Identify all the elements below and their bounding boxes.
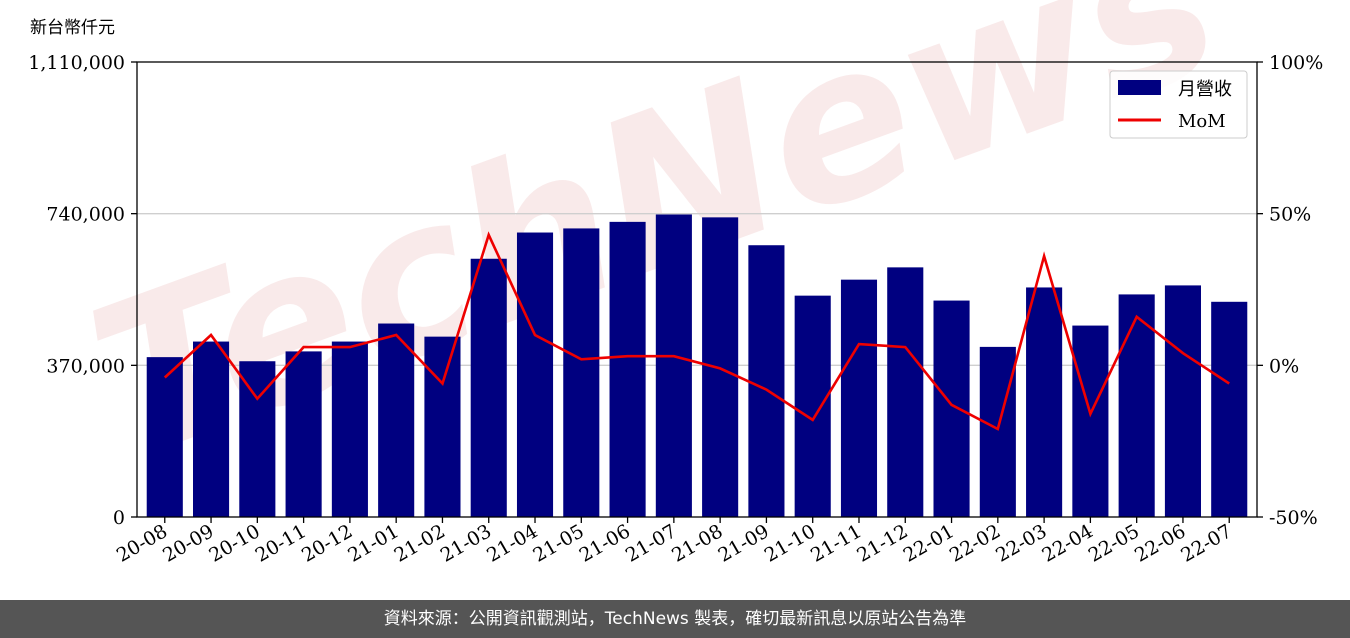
right-axis: -50% 0% 50% 100% bbox=[1257, 52, 1323, 529]
x-tick-label: 21-04 bbox=[483, 520, 541, 566]
right-tick-label: -50% bbox=[1269, 507, 1318, 529]
bar bbox=[285, 351, 322, 517]
x-tick-label: 21-07 bbox=[622, 520, 680, 566]
x-tick-label: 21-05 bbox=[529, 520, 587, 566]
bar bbox=[146, 357, 183, 517]
bar bbox=[1072, 325, 1109, 517]
footer-source-note: 資料來源：公開資訊觀測站，TechNews 製表，確切最新訊息以原站公告為準 bbox=[0, 600, 1350, 638]
x-tick-label: 22-02 bbox=[946, 520, 1004, 566]
legend-bar-swatch bbox=[1118, 80, 1161, 95]
x-tick-label: 20-10 bbox=[205, 520, 263, 566]
mom-line-layer bbox=[163, 231, 1230, 431]
right-tick-label: 50% bbox=[1269, 204, 1311, 226]
x-tick-label: 21-12 bbox=[853, 520, 911, 566]
bar bbox=[1164, 285, 1201, 517]
bar bbox=[609, 221, 646, 517]
x-axis: 20-0820-0920-1020-1120-1221-0121-0221-03… bbox=[113, 517, 1236, 567]
x-tick-label: 22-03 bbox=[992, 520, 1050, 566]
left-tick-label: 740,000 bbox=[46, 204, 125, 226]
x-tick-label: 22-06 bbox=[1131, 520, 1189, 566]
bar bbox=[331, 341, 368, 517]
x-tick-label: 21-02 bbox=[391, 520, 449, 566]
x-tick-label: 22-05 bbox=[1085, 520, 1143, 566]
left-tick-label: 1,110,000 bbox=[28, 52, 125, 74]
left-tick-label: 0 bbox=[113, 507, 125, 529]
grid-lines bbox=[137, 213, 1257, 366]
bar bbox=[1118, 294, 1155, 517]
x-tick-label: 20-11 bbox=[252, 520, 310, 566]
legend-bar-label: 月營收 bbox=[1178, 79, 1232, 100]
bar bbox=[887, 267, 924, 517]
bar bbox=[470, 258, 507, 517]
bar bbox=[979, 346, 1016, 517]
left-axis: 0 370,000 740,000 1,110,000 bbox=[28, 52, 137, 529]
x-tick-label: 21-01 bbox=[344, 520, 402, 566]
x-tick-label: 22-04 bbox=[1038, 520, 1096, 566]
x-tick-label: 21-11 bbox=[807, 520, 865, 566]
right-tick-label: 0% bbox=[1269, 355, 1299, 377]
x-tick-label: 21-03 bbox=[437, 520, 495, 566]
left-tick-label: 370,000 bbox=[46, 355, 125, 377]
bar bbox=[193, 341, 230, 517]
bars bbox=[146, 214, 1248, 518]
x-tick-label: 22-07 bbox=[1177, 520, 1235, 566]
bar bbox=[563, 228, 600, 518]
bar bbox=[1026, 287, 1063, 517]
y-unit-label: 新台幣仟元 bbox=[30, 18, 115, 38]
bar bbox=[840, 279, 878, 517]
bar bbox=[794, 295, 831, 517]
right-tick-label: 100% bbox=[1269, 52, 1323, 74]
bar bbox=[655, 214, 692, 517]
bar bbox=[1211, 301, 1248, 517]
bar bbox=[424, 336, 461, 517]
legend: 月營收 MoM bbox=[1109, 70, 1248, 139]
bar bbox=[748, 245, 785, 517]
mom-line bbox=[163, 231, 1230, 431]
x-tick-label: 21-08 bbox=[668, 520, 726, 566]
x-tick-label: 21-10 bbox=[761, 520, 819, 566]
bar bbox=[933, 300, 970, 517]
x-tick-label: 20-12 bbox=[298, 520, 356, 566]
plot-frame bbox=[136, 61, 1258, 518]
legend-line-label: MoM bbox=[1178, 111, 1226, 132]
bar bbox=[378, 323, 415, 517]
x-tick-label: 21-09 bbox=[714, 520, 772, 566]
x-tick-label: 22-01 bbox=[900, 520, 958, 566]
bar bbox=[516, 232, 554, 517]
x-tick-label: 20-09 bbox=[159, 520, 217, 566]
x-tick-label: 21-06 bbox=[576, 520, 634, 566]
